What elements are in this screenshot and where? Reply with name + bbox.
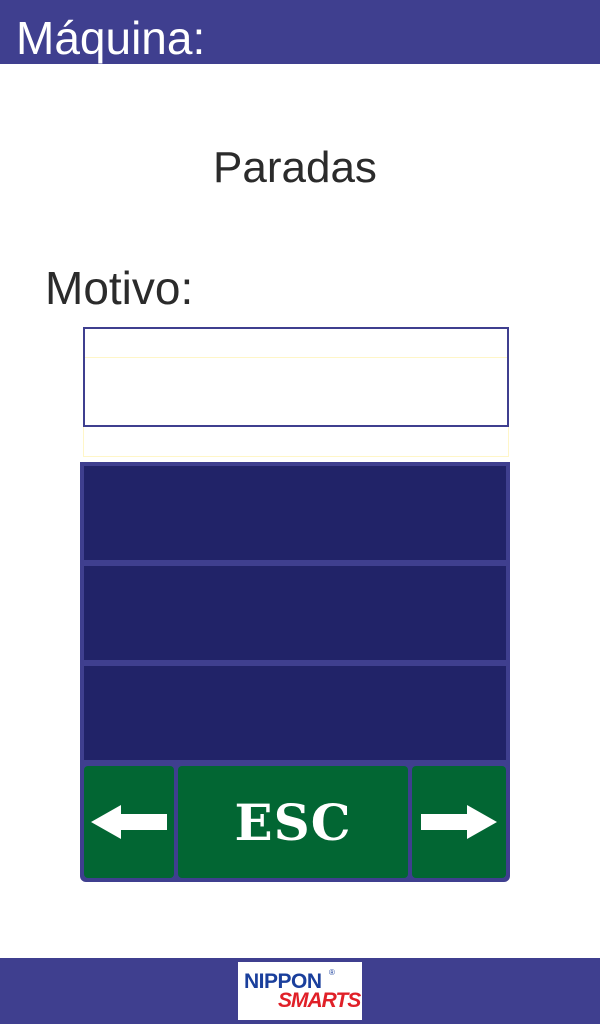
field-guide-box [83,427,509,457]
logo-registered-mark: ® [329,968,335,977]
previous-button[interactable] [84,766,174,878]
header-bar: Máquina: [0,0,600,64]
page-title: Paradas [213,143,377,192]
esc-button[interactable]: ESC [178,766,408,878]
footer-bar: NIPPON ® SMARTS [0,958,600,1024]
logo-nippon-text: NIPPON [244,970,322,993]
arrow-right-icon [421,805,497,839]
next-button[interactable] [412,766,506,878]
arrow-left-icon [91,805,167,839]
machine-title: Máquina: [16,12,206,64]
nippon-smarts-logo: NIPPON ® SMARTS [238,962,362,1020]
option-item-3[interactable] [84,666,506,760]
option-item-1[interactable] [84,466,506,560]
navigation-bar: ESC [80,762,510,882]
option-item-2[interactable] [84,566,506,660]
motivo-field[interactable] [83,327,509,427]
field-guide-line [85,357,507,358]
esc-label: ESC [234,792,352,852]
logo-smarts-text: SMARTS [278,989,361,1012]
options-list [80,462,510,764]
motivo-label: Motivo: [45,262,194,314]
